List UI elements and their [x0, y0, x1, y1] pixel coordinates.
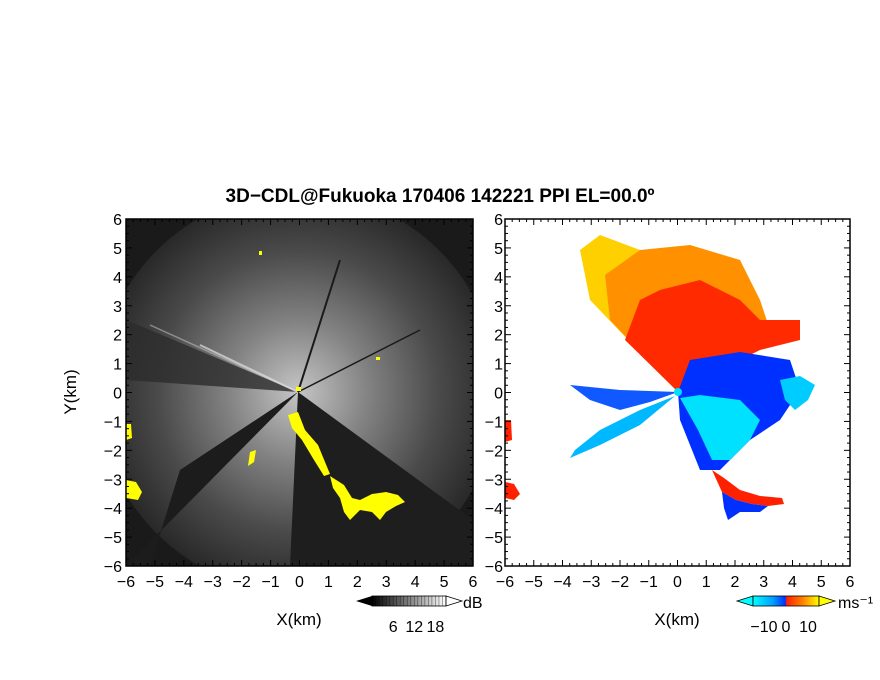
x-tick-label: 2	[731, 574, 740, 591]
x-tick-label: 4	[788, 574, 797, 591]
x-tick-label: 3	[759, 574, 768, 591]
x-tick-label: −1	[640, 574, 658, 591]
x-tick-label: 6	[469, 574, 478, 591]
x-tick-label: 0	[295, 574, 304, 591]
x-tick-label: −5	[525, 574, 543, 591]
y-tick-label: 4	[113, 270, 122, 287]
x-tick-label: −3	[582, 574, 600, 591]
velocity-colorbar: ms⁻¹ −10 0 10	[735, 595, 873, 636]
colorbar-tick-label: 12	[405, 619, 423, 636]
yellow-echo-2	[330, 476, 405, 520]
colorbar-tick-label: 0	[782, 619, 791, 636]
velocity-x-axis-label: X(km)	[654, 610, 699, 629]
y-tick-label: 0	[113, 386, 122, 403]
reflectivity-y-axis-label: Y(km)	[61, 369, 80, 414]
y-tick-label: 2	[113, 328, 122, 345]
x-tick-label: 5	[817, 574, 826, 591]
x-tick-label: −2	[233, 574, 251, 591]
reflectivity-axis-ticks	[125, 218, 474, 567]
velocity-colorbar-ticks: −10 0 10	[750, 619, 817, 636]
y-tick-label: 1	[113, 357, 122, 374]
colorbar-tick-label: 10	[799, 619, 817, 636]
x-tick-label: 0	[673, 574, 682, 591]
velocity-cyan-region	[680, 395, 760, 460]
radar-site-marker	[674, 388, 682, 396]
y-tick-label: −3	[104, 472, 122, 489]
x-tick-label: −4	[553, 574, 571, 591]
velocity-southwest-cyan-region	[570, 396, 675, 458]
velocity-colorbar-unit: ms⁻¹	[838, 595, 873, 612]
velocity-south-red-region	[712, 470, 784, 506]
velocity-red-region	[625, 280, 800, 392]
y-tick-label: 3	[113, 299, 122, 316]
x-tick-label: 3	[382, 574, 391, 591]
x-tick-label: 6	[846, 574, 855, 591]
x-tick-label: 1	[324, 574, 333, 591]
y-tick-label: 4	[494, 270, 503, 287]
y-tick-label: −1	[104, 414, 122, 431]
y-tick-label: −5	[104, 530, 122, 547]
x-tick-label: −6	[117, 574, 135, 591]
yellow-echo-4	[126, 424, 132, 440]
y-tick-label: −3	[485, 472, 503, 489]
velocity-axis-ticks	[504, 218, 851, 567]
y-tick-label: 2	[494, 328, 503, 345]
colorbar-tick-label: −10	[750, 619, 777, 636]
chart-title: 3D−CDL@Fukuoka 170406 142221 PPI EL=00.0…	[225, 186, 655, 207]
y-tick-label: −6	[104, 559, 122, 576]
yellow-echo-3	[126, 480, 142, 500]
reflectivity-colorbar-steps	[371, 596, 447, 606]
y-tick-label: −4	[485, 501, 503, 518]
x-tick-label: −4	[175, 574, 193, 591]
colorbar-tick-label: 6	[389, 619, 398, 636]
x-tick-label: 4	[411, 574, 420, 591]
y-tick-label: 5	[113, 241, 122, 258]
velocity-colorbar-unit-text: ms⁻¹	[838, 595, 873, 612]
velocity-x-tick-labels: −6 −5 −4 −3 −2 −1 0 1 2 3 4 5 6	[496, 574, 855, 591]
yellow-echo-5	[248, 450, 256, 466]
y-tick-label: −2	[104, 443, 122, 460]
reflectivity-colorbar: dB 6 12 18	[356, 595, 483, 636]
velocity-west-blue-region	[570, 385, 678, 410]
y-tick-label: 6	[494, 212, 503, 229]
colorbar-tick-label: 18	[427, 619, 445, 636]
x-tick-label: −2	[611, 574, 629, 591]
yellow-echo-7	[376, 357, 380, 360]
yellow-echo-8	[296, 387, 301, 391]
y-tick-label: 3	[494, 299, 503, 316]
y-tick-label: 5	[494, 241, 503, 258]
velocity-east-cyan-region	[780, 376, 815, 410]
reflectivity-x-axis-label: X(km)	[276, 610, 321, 629]
velocity-field	[505, 235, 815, 520]
x-tick-label: −5	[146, 574, 164, 591]
velocity-panel: −6 −5 −4 −3 −2 −1 0 1 2 3 4 5 6 −6−5−4−3−2−10123456 …	[485, 212, 855, 629]
velocity-west-red-region	[505, 420, 520, 500]
reflectivity-field	[126, 219, 473, 566]
reflectivity-y-tick-labels: −6 −5 −4 −3 −2 −1 0 1 2 3 4 5 6	[104, 212, 122, 576]
x-tick-label: 2	[353, 574, 362, 591]
x-tick-label: −6	[496, 574, 514, 591]
reflectivity-colorbar-unit: dB	[463, 595, 483, 612]
reflectivity-panel: −6 −5 −4 −3 −2 −1 0 1 2 3 4 5 6 −6−5−4−3−2−10123456 …	[61, 212, 478, 629]
reflectivity-x-tick-labels: −6 −5 −4 −3 −2 −1 0 1 2 3 4 5 6	[117, 574, 478, 591]
reflectivity-colorbar-ticks: 6 12 18	[389, 619, 445, 636]
x-tick-label: −3	[204, 574, 222, 591]
x-tick-label: −1	[261, 574, 279, 591]
velocity-y-tick-labels: −6 −5 −4 −3 −2 −1 0 1 2 3 4 5 6	[485, 212, 503, 576]
velocity-south-blue-region	[722, 492, 768, 520]
y-tick-label: 6	[113, 212, 122, 229]
y-tick-label: 1	[494, 357, 503, 374]
y-tick-label: 0	[494, 386, 503, 403]
y-tick-label: −4	[104, 501, 122, 518]
yellow-echo-1	[288, 412, 330, 476]
yellow-echo-6	[259, 251, 262, 255]
y-tick-label: −1	[485, 414, 503, 431]
x-tick-label: 1	[702, 574, 711, 591]
y-tick-label: −2	[485, 443, 503, 460]
y-tick-label: −5	[485, 530, 503, 547]
y-tick-label: −6	[485, 559, 503, 576]
x-tick-label: 5	[440, 574, 449, 591]
